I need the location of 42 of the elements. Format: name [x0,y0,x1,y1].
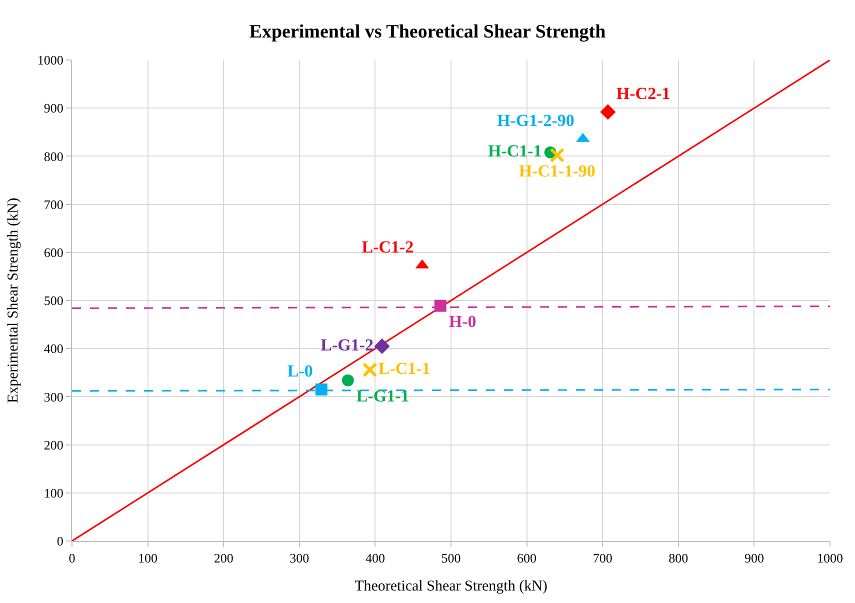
x-tick-label: 900 [744,550,764,566]
series-label: H-C1-1 [488,142,542,161]
series-label: L-G1-2 [320,335,374,354]
y-tick-label: 500 [44,293,64,308]
series-label: L-C1-1 [378,359,430,378]
x-tick-label: 200 [214,550,234,566]
series-label: L-G1-1 [356,386,410,406]
point [315,383,328,396]
y-tick-label: 0 [56,534,64,549]
point [600,104,616,120]
series-label: L-0 [287,362,313,381]
chart-title: Experimental vs Theoretical Shear Strength [249,21,606,42]
x-tick-label: 300 [290,550,310,566]
series-label: H-C1-1-90 [518,161,596,180]
y-tick-label: 100 [44,485,64,500]
series-label: H-G1-2-90 [496,111,574,130]
y-tick-label: 400 [44,341,64,356]
y-tick-label: 800 [44,148,64,164]
x-tick-label: 600 [517,550,537,566]
x-tick-label: 400 [365,550,385,566]
x-tick-label: 100 [138,550,158,566]
y-axis-title: Experimental Shear Strength (kN) [6,198,22,404]
x-axis-title: Theoretical Shear Strength (kN) [354,578,548,595]
point [374,338,390,354]
x-tick-label: 1000 [817,550,843,566]
y-tick-label: 700 [44,196,64,212]
point [362,362,378,378]
point [434,300,446,312]
x-tick-label: 800 [668,550,688,566]
series-label: H-C2-1 [616,84,670,104]
y-tick-label: 200 [44,437,64,452]
point [342,374,354,386]
y-tick-label: 1000 [37,52,64,68]
x-tick-label: 0 [68,550,76,566]
y-tick-label: 600 [44,244,64,260]
x-tick-label: 500 [441,550,461,566]
point [550,148,565,163]
series-label: L-C1-2 [362,238,414,257]
series-label: H-0 [448,312,476,332]
y-tick-label: 900 [44,100,64,116]
x-tick-label: 700 [592,550,612,566]
y-tick-label: 300 [44,389,64,404]
